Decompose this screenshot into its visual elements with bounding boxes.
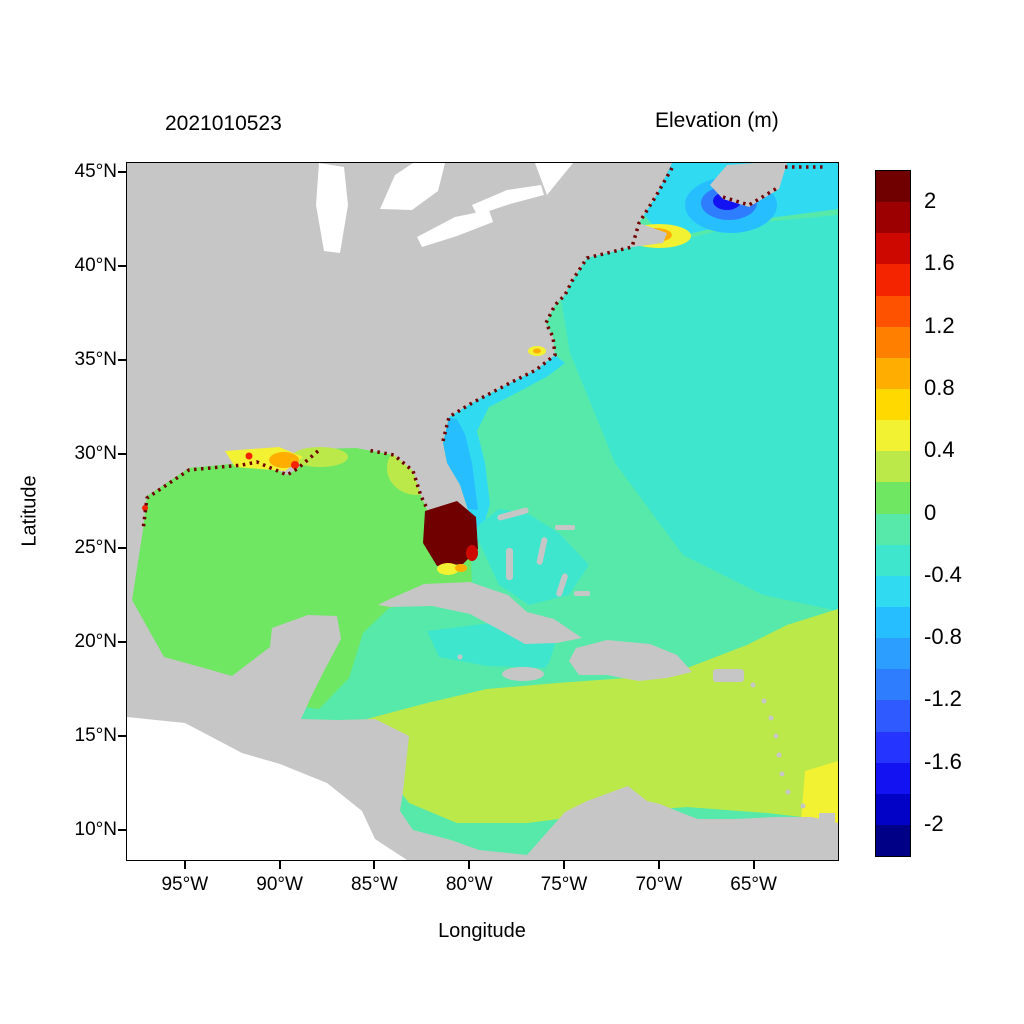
y-tick-mark [118,641,126,644]
colorbar-segment [876,669,910,701]
x-tick-label: 70°W [635,874,683,895]
x-tick-mark [468,861,471,869]
x-tick-mark [752,861,755,869]
colorbar-segment [876,793,910,825]
colorbar [875,170,911,857]
colorbar-segment [876,326,910,358]
y-tick-label: 15°N [74,725,117,747]
region-gulf-coast-hotspots [142,447,348,511]
trinidad-island [819,813,835,826]
x-tick-mark [373,861,376,869]
colorbar-segment [876,544,910,576]
x-tick-label: 90°W [256,874,303,895]
x-tick-mark [278,861,281,869]
y-tick-mark [118,359,126,362]
nova-scotia-landmass [710,163,787,207]
colorbar-segment [876,451,910,483]
coastal-speckles [141,165,827,531]
y-tick-mark [118,453,126,456]
y-tick-mark [118,829,126,832]
x-tick-label: 75°W [540,874,588,895]
region-caribbean-south [367,609,838,823]
cuba-island [378,582,582,644]
colorbar-segment [876,388,910,421]
region-se-coast-core [443,418,478,510]
elevation-map [127,163,838,860]
plot-timestamp-title: 2021010523 [165,112,282,135]
region-gulf-of-mexico [127,418,472,709]
x-tick-label: 95°W [161,874,209,895]
colorbar-tick-label: 2 [924,188,937,214]
colorbar-tick-label: 1.2 [924,312,955,338]
y-tick-label: 35°N [74,349,117,371]
lake-huron [380,163,445,210]
colorbar-segment [876,638,910,670]
st-lawrence [535,163,573,195]
colorbar-segment [876,357,910,389]
colorbar-tick-label: 1.6 [924,250,955,276]
puerto-rico-island [713,669,744,682]
lesser-antilles-islands [750,682,806,809]
colorbar-tick-label: -0.8 [924,624,962,649]
y-tick-mark [118,547,126,550]
x-tick-label: 65°W [730,874,777,895]
colorbar-segment [876,202,910,234]
colorbar-tick-label: 0.4 [924,437,955,463]
region-northeast-atlantic [555,215,838,611]
x-tick-label: 80°W [445,874,493,895]
lake-ontario [472,185,544,215]
colorbar-tick-label: -2 [924,810,944,836]
x-axis-label: Longitude [438,920,526,942]
jamaica-island [502,667,544,681]
y-tick-mark [118,171,126,173]
y-tick-label: 25°N [74,537,117,559]
lake-erie [417,210,493,247]
colorbar-segment [876,700,910,732]
y-tick-label: 20°N [74,631,117,653]
hispaniola-island [569,640,692,681]
lake-michigan [316,163,348,253]
y-tick-label: 30°N [74,443,117,465]
colorbar-segment [876,420,910,452]
x-tick-label: 85°W [351,874,398,895]
region-south-florida-maximum [423,501,478,575]
colorbar-segment [876,264,910,296]
colorbar-tick-label: -1.2 [924,686,962,712]
pacific-no-data [127,717,407,860]
colorbar-segment [876,513,910,545]
colorbar-segment [876,731,910,763]
colorbar-tick-label: -0.4 [924,561,962,587]
colorbar-segment [876,482,910,514]
x-tick-mark [563,861,565,869]
colorbar-segment [876,295,910,327]
colorbar-segment [876,824,910,857]
colorbar-segment [876,606,910,639]
y-tick-mark [118,265,126,268]
colorbar-tick-label: 0 [924,499,937,525]
colorbar-segment [876,171,910,203]
colorbar-labels: 2 1.6 1.2 0.8 0.4 0 -0.4 -0.8 -1.2 -1.6 -2 [924,170,1004,855]
colorbar-title: Elevation (m) [655,109,779,132]
colorbar-segment [876,233,910,265]
x-tick-mark [183,861,186,869]
y-tick-label: 10°N [74,819,117,841]
y-tick-mark [118,735,126,738]
region-chesapeake-spot [528,346,546,356]
y-tick-label: 40°N [74,255,117,277]
y-tick-label: 45°N [74,161,117,182]
region-bahamas-water [468,509,589,605]
colorbar-tick-label: -1.6 [924,748,962,774]
north-america-landmass [127,163,838,860]
colorbar-segment [876,575,910,607]
map-frame [126,162,839,861]
x-tick-mark [657,861,660,869]
bahamas-islands [457,507,590,660]
y-axis-label: Latitude [18,475,41,547]
colorbar-segment [876,762,910,794]
colorbar-tick-label: 0.8 [924,375,955,400]
